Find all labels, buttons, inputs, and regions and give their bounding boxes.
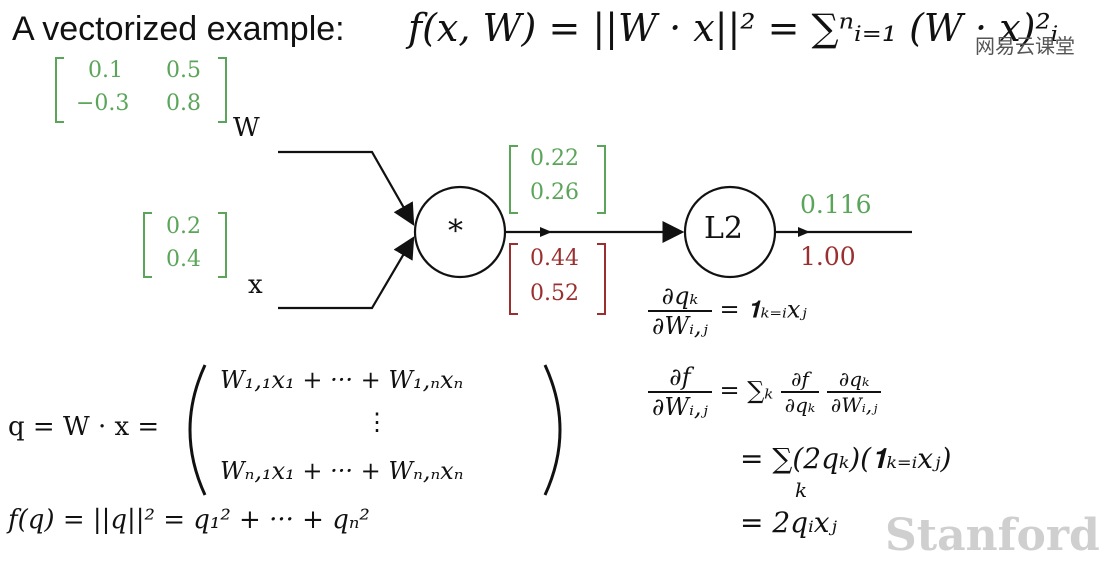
derivative-step-three: = 2qᵢxⱼ (740, 506, 837, 539)
dq-dw-denominator: ∂Wᵢ,ⱼ (652, 312, 708, 340)
q-forward-left-bracket (509, 145, 518, 214)
q-definition-lhs: q = W · x = (8, 412, 160, 442)
derivative-step-two: = ∑(2qₖ)(𝟏ₖ₌ᵢxⱼ) (740, 442, 952, 475)
w-matrix-left-bracket (55, 57, 64, 123)
l2-node-label: L2 (704, 211, 744, 246)
w-input-label: W (233, 113, 260, 143)
multiply-node-label: * (448, 214, 463, 249)
q-row-vdots: ⋮ (365, 408, 389, 436)
q-mid-arrowhead (540, 227, 552, 237)
dq-dw-rhs: = 𝟏ₖ₌ᵢxⱼ (719, 295, 807, 324)
q-forward-cell: 0.26 (530, 180, 579, 205)
q-forward-right-bracket (597, 145, 606, 214)
watermark-logo: 网易云课堂 (975, 34, 1075, 58)
q-parentheses (188, 364, 562, 496)
dq-dw-chain-denominator: ∂Wᵢ,ⱼ (830, 393, 878, 417)
w-matrix-right-bracket (218, 57, 227, 123)
q-grad-right-bracket (597, 243, 606, 315)
output-arrowhead (798, 227, 810, 237)
derivative-step-two-subscript: k (795, 478, 808, 502)
df-dw-denominator: ∂Wᵢ,ⱼ (652, 393, 708, 421)
q-grad-left-bracket (509, 243, 518, 315)
df-dq-numerator: ∂f (780, 367, 820, 393)
df-dq-denominator: ∂qₖ (784, 393, 816, 417)
x-vector-cell: 0.2 (166, 214, 201, 239)
df-dw-numerator: ∂f (648, 363, 712, 393)
q-row-first: W₁,₁x₁ + ··· + W₁,ₙxₙ (220, 366, 464, 394)
x-vector-right-bracket (218, 212, 227, 278)
q-forward-cell: 0.22 (530, 146, 579, 171)
w-matrix-cell: −0.3 (76, 91, 130, 116)
title-prefix: A vectorized example: (12, 10, 345, 48)
stanford-logo: Stanford (885, 510, 1100, 561)
dq-dw-equation: ∂qₖ ∂Wᵢ,ⱼ = 𝟏ₖ₌ᵢxⱼ (648, 282, 807, 340)
w-matrix-cell: 0.8 (166, 91, 201, 116)
x-vector-cell: 0.4 (166, 247, 201, 272)
q-grad-cell: 0.52 (530, 281, 579, 306)
f-of-q-equation: f(q) = ||q||² = q₁² + ··· + qₙ² (8, 505, 370, 535)
x-edge (278, 236, 415, 310)
slide-title: A vectorized example: (12, 10, 345, 49)
output-gradient: 1.00 (800, 242, 856, 271)
w-edge (278, 150, 415, 226)
df-dw-equation: ∂f ∂Wᵢ,ⱼ = ∑ₖ ∂f ∂qₖ ∂qₖ ∂Wᵢ,ⱼ (648, 363, 882, 421)
w-matrix-cell: 0.5 (166, 58, 201, 83)
df-dw-sum: = ∑ₖ (719, 376, 774, 405)
dq-dw-chain-numerator: ∂qₖ (826, 367, 882, 393)
q-row-last: Wₙ,₁x₁ + ··· + Wₙ,ₙxₙ (220, 457, 464, 485)
q-grad-cell: 0.44 (530, 246, 579, 271)
output-value: 0.116 (800, 190, 872, 219)
x-input-label: x (248, 270, 263, 300)
dq-dw-numerator: ∂qₖ (648, 282, 712, 312)
x-vector-left-bracket (143, 212, 152, 278)
title-formula: f(x, W) = ||W · x||² = ∑ⁿᵢ₌₁ (W · x)²ᵢ (408, 6, 1059, 50)
w-matrix-cell: 0.1 (88, 58, 123, 83)
